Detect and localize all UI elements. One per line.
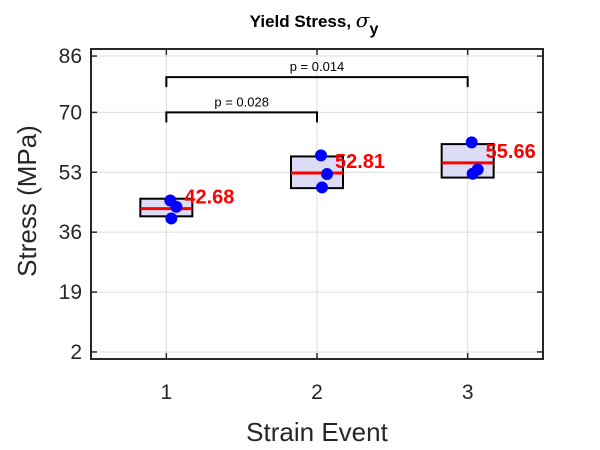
x-tick-label: 3 (462, 381, 474, 404)
chart-title-text: Yield Stress, (250, 12, 356, 31)
data-point (170, 200, 183, 213)
y-tick-label: 70 (59, 101, 82, 124)
significance-p-value: p = 0.014 (290, 59, 345, 74)
boxes: 42.68 52.81 55.66 (139, 136, 536, 225)
mean-value-label: 55.66 (486, 141, 536, 163)
y-tick-label: 53 (59, 161, 82, 184)
data-point (315, 149, 327, 162)
y-tick-label: 36 (59, 221, 82, 244)
x-tick-label: 2 (311, 381, 323, 404)
y-tick-label: 86 (59, 45, 82, 68)
y-tick-label: 19 (59, 281, 82, 304)
significance-brackets: p = 0.028 p = 0.014 (165, 59, 469, 123)
y-tick-label: 2 (70, 341, 82, 364)
data-point (321, 168, 333, 181)
chart-title-subscript: y (369, 21, 378, 38)
axis-ticks: 2 19 36 53 70 86 1 2 3 (59, 45, 543, 404)
mean-value-label: 42.68 (184, 187, 234, 209)
x-axis-label: Strain Event (246, 417, 388, 447)
mean-value-label: 52.81 (335, 151, 385, 173)
significance-p-value: p = 0.028 (214, 94, 269, 109)
chart-title: Yield Stress, σy (250, 8, 379, 38)
data-point (165, 212, 178, 225)
data-point (466, 167, 479, 180)
chart-title-symbol: σ (356, 8, 371, 32)
y-axis-label: Stress (MPa) (12, 125, 42, 277)
significance-bracket (165, 76, 469, 88)
data-point (465, 136, 478, 149)
significance-bracket (165, 111, 318, 123)
data-point (316, 181, 328, 194)
x-tick-label: 1 (160, 381, 172, 404)
